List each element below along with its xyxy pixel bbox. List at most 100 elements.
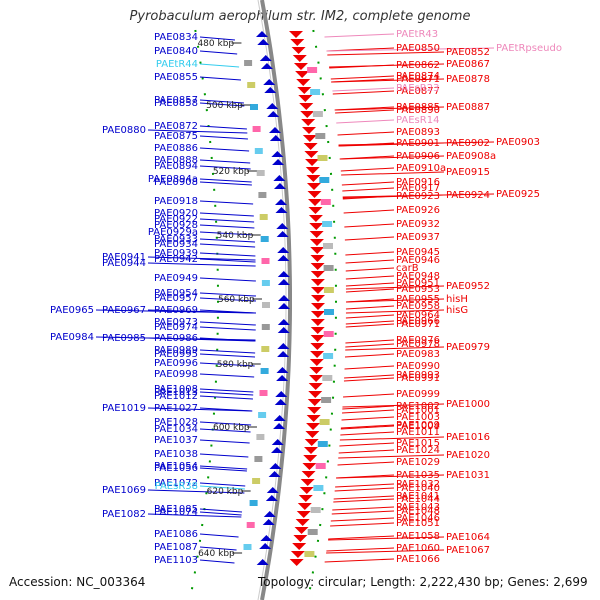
left-gene-label[interactable]: PAE1086 <box>154 529 198 540</box>
right-gene-label[interactable]: PAEsR23 <box>396 83 439 94</box>
left-gene-label[interactable]: PAE0918 <box>154 196 198 207</box>
right-gene-label[interactable]: PAE0878 <box>446 74 490 85</box>
left-gene-label[interactable]: PAE0858 <box>154 98 198 109</box>
right-gene-label[interactable]: PAE1058 <box>396 531 440 542</box>
left-gene-label[interactable]: PAE1087 <box>154 542 198 553</box>
left-gene-label[interactable]: PAE0872 <box>154 121 198 132</box>
right-gene-label[interactable]: PAE0862 <box>396 60 440 71</box>
left-gene-label[interactable]: PAE1082 <box>102 509 146 520</box>
right-gene-label[interactable]: PAE0890 <box>396 105 440 116</box>
left-gene-label[interactable]: PAE1054 <box>154 461 198 472</box>
right-gene-label[interactable]: PAE0924 <box>446 190 490 201</box>
right-gene-label[interactable]: PAE0964 <box>396 310 440 321</box>
right-gene-label[interactable]: PAE1015 <box>396 438 440 449</box>
left-gene-label[interactable]: PAE0840 <box>154 46 198 57</box>
right-gene-label[interactable]: PAE0902 <box>446 138 490 149</box>
left-gene-label[interactable]: PAEsR38 <box>155 481 198 492</box>
right-gene-label[interactable]: PAE0910a <box>396 163 446 174</box>
right-gene-label[interactable]: PAE0926 <box>396 205 440 216</box>
left-gene-label[interactable]: PAE0985 <box>102 333 146 344</box>
left-gene-label[interactable]: PAE1069 <box>102 485 146 496</box>
right-gene-label[interactable]: PAEtR43 <box>396 29 438 40</box>
left-gene-label[interactable]: PAE1028 <box>154 417 198 428</box>
left-gene-label[interactable]: PAE0886 <box>154 143 198 154</box>
right-gene-label[interactable]: PAEtRpseudo <box>496 43 562 54</box>
left-gene-label[interactable]: PAE1038 <box>154 449 198 460</box>
right-gene-label[interactable]: PAE1016 <box>446 432 490 443</box>
left-gene-label[interactable]: PAE0957 <box>154 293 198 304</box>
right-gene-label[interactable]: PAE0867 <box>446 59 490 70</box>
left-gene-label[interactable]: PAE0857 <box>154 95 198 106</box>
left-gene-label[interactable]: PAEtR44 <box>156 59 198 70</box>
right-gene-label[interactable]: PAE1067 <box>446 545 490 556</box>
right-gene-label[interactable]: PAE0953 <box>396 284 440 295</box>
left-gene-label[interactable]: PAE0949 <box>154 273 198 284</box>
right-gene-label[interactable]: PAE0908a <box>446 151 496 162</box>
right-gene-label[interactable]: PAE0893 <box>396 127 440 138</box>
right-gene-label[interactable]: PAE1009 <box>396 420 440 431</box>
right-gene-label[interactable]: PAE1004 <box>396 421 440 432</box>
right-gene-label[interactable]: PAE1000 <box>446 399 490 410</box>
left-gene-label[interactable]: PAE1012 <box>154 391 198 402</box>
right-gene-label[interactable]: PAE0916 <box>396 177 440 188</box>
left-gene-label[interactable]: PAE1019 <box>102 403 146 414</box>
right-gene-label[interactable]: PAE1040 <box>396 483 440 494</box>
right-gene-label[interactable]: hisH <box>446 294 468 305</box>
right-gene-label[interactable]: PAE0850 <box>396 43 440 54</box>
left-gene-label[interactable]: PAE0969 <box>154 305 198 316</box>
left-gene-label[interactable]: PAE0894a <box>148 174 198 185</box>
left-gene-label[interactable]: PAE0942 <box>154 254 198 265</box>
right-gene-label[interactable]: PAE0885 <box>396 102 440 113</box>
right-gene-label[interactable]: PAE0945 <box>396 247 440 258</box>
right-gene-label[interactable]: PAE0903 <box>496 137 540 148</box>
right-gene-label[interactable]: PAE1051 <box>396 518 440 529</box>
right-gene-label[interactable]: PAE1060 <box>396 543 440 554</box>
right-gene-label[interactable]: PAE1011 <box>396 427 440 438</box>
left-gene-label[interactable]: PAE0908 <box>154 177 198 188</box>
right-gene-label[interactable]: PAE0946 <box>396 255 440 266</box>
right-gene-label[interactable]: PAE0976 <box>396 335 440 346</box>
right-gene-label[interactable]: PAE0952 <box>446 281 490 292</box>
right-gene-label[interactable]: PAE0958 <box>396 301 440 312</box>
right-gene-label[interactable]: PAE1066 <box>396 554 440 565</box>
right-gene-label[interactable]: PAE0999 <box>396 389 440 400</box>
left-gene-label[interactable]: PAE0934 <box>154 239 198 250</box>
left-gene-label[interactable]: PAE0995 <box>154 349 198 360</box>
right-gene-label[interactable]: PAE1032 <box>396 479 440 490</box>
right-gene-label[interactable]: PAE0906 <box>396 151 440 162</box>
left-gene-label[interactable]: PAE1103 <box>154 555 198 566</box>
right-gene-label[interactable]: PAE0877 <box>396 86 440 97</box>
right-gene-label[interactable]: PAE1064 <box>446 532 490 543</box>
left-gene-label[interactable]: PAE1027 <box>154 403 198 414</box>
left-gene-label[interactable]: PAE1072 <box>154 478 198 489</box>
right-gene-label[interactable]: PAE0932 <box>396 219 440 230</box>
left-gene-label[interactable]: PAE1008 <box>154 384 198 395</box>
right-gene-label[interactable]: PAE1020 <box>446 450 490 461</box>
right-gene-label[interactable]: PAE1029 <box>396 457 440 468</box>
right-gene-label[interactable]: PAE0948 <box>396 271 440 282</box>
right-gene-label[interactable]: PAE0966 <box>396 316 440 327</box>
left-gene-label[interactable]: PAE0920 <box>154 208 198 219</box>
right-gene-label[interactable]: PAE0991 <box>396 373 440 384</box>
right-gene-label[interactable]: PAE0978 <box>396 339 440 350</box>
left-gene-label[interactable]: PAE1074 <box>154 507 198 518</box>
right-gene-label[interactable]: PAE1031 <box>446 470 490 481</box>
left-gene-label[interactable]: PAE0989 <box>154 345 198 356</box>
left-gene-label[interactable]: PAE0941 <box>102 252 146 263</box>
right-gene-label[interactable]: PAE0923 <box>396 191 440 202</box>
left-gene-label[interactable]: PAE0922 <box>154 214 198 225</box>
left-gene-label[interactable]: PAE0954 <box>154 288 198 299</box>
left-gene-label[interactable]: PAE0875 <box>154 131 198 142</box>
right-gene-label[interactable]: PAEsR14 <box>396 115 439 126</box>
right-gene-label[interactable]: PAE0979 <box>446 342 490 353</box>
right-gene-label[interactable]: PAE1041 <box>396 491 440 502</box>
left-gene-label[interactable]: PAE1013 <box>154 387 198 398</box>
right-gene-label[interactable]: PAE1048 <box>396 506 440 517</box>
right-gene-label[interactable]: PAE1043 <box>396 502 440 513</box>
left-gene-label[interactable]: PAE0944 <box>102 258 146 269</box>
right-gene-label[interactable]: PAE0983 <box>396 349 440 360</box>
left-gene-label[interactable]: PAE0996 <box>154 358 198 369</box>
right-gene-label[interactable]: PAE0990 <box>396 361 440 372</box>
right-gene-label[interactable]: PAE1024 <box>396 445 440 456</box>
left-gene-label[interactable]: PAE0928 <box>154 220 198 231</box>
